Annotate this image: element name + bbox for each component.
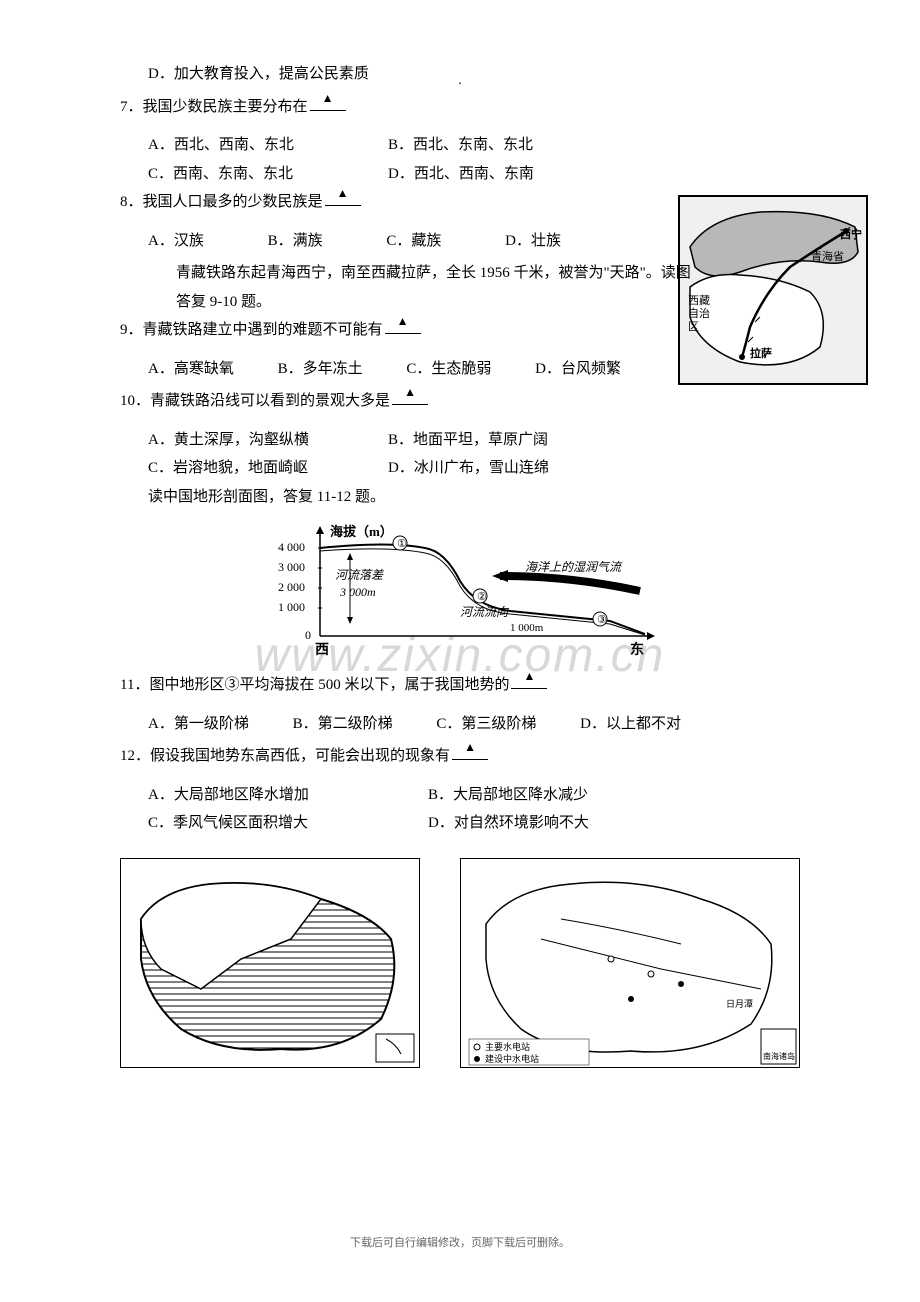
chart-flow: 河流流向 [460,605,509,619]
q10-blank [392,404,428,405]
ytick-1000: 1 000 [278,600,305,614]
q10-option-d: D．冰川广布，雪山连绵 [388,454,549,483]
q11-option-d: D．以上都不对 [580,716,681,732]
q8-stem: 8．我国人口最多的少数民族是 [120,188,800,217]
q12-option-b: B．大局部地区降水减少 [428,781,588,810]
terrain-chart: 海拔（m） 4 000 3 000 2 000 1 000 0 ① ② ③ 河流… [250,521,670,661]
q7-option-d: D．西北、西南、东南 [388,160,534,189]
q9-option-a: A．高寒缺氧 [148,361,234,377]
bottom-map-right: 南海诸岛 日月潭 主要水电站 建设中水电站 [460,858,800,1068]
q7-option-c: C．西南、东南、东北 [148,160,388,189]
passage-2: 读中国地形剖面图，答复 11-12 题。 [148,483,800,512]
chart-moist: 海洋上的湿润气流 [525,560,623,574]
chart-1000m: 1 000m [510,622,544,634]
chart-ylabel: 海拔（m） [330,524,393,539]
bottom-maps-row: 南海诸岛 日月潭 主要水电站 建设中水电站 [120,858,800,1068]
q12-stem-text: 12．假设我国地势东高西低，可能会出现的现象有 [120,748,450,764]
q8-option-d: D．壮族 [505,233,561,249]
xlabel-west: 西 [315,642,329,658]
map-label-qinghai: 青海省 [811,247,844,268]
chart-circ3: ③ [597,614,607,626]
q11-option-b: B．第二级阶梯 [293,716,393,732]
q8-stem-text: 8．我国人口最多的少数民族是 [120,194,323,210]
content-container: D．加大教育投入，提高公民素质 7．我国少数民族主要分布在 A．西北、西南、东北… [120,60,800,1068]
q12-option-d: D．对自然环境影响不大 [428,809,589,838]
q8-option-a: A．汉族 [148,233,204,249]
q11-option-a: A．第一级阶梯 [148,716,249,732]
q9-stem: 9．青藏铁路建立中遇到的难题不可能有 [120,316,800,345]
legend-1: 主要水电站 [485,1041,530,1052]
q8-blank [325,205,361,206]
chart-circ2: ② [477,591,487,603]
chart-drop: 河流落差 [335,568,384,582]
q8-option-b: B．满族 [268,233,323,249]
q11-blank [511,688,547,689]
q10-stem-text: 10．青藏铁路沿线可以看到的景观大多是 [120,393,390,409]
map-nanhai-label: 南海诸岛 [763,1051,795,1061]
q12-options-row2: C．季风气候区面积增大 D．对自然环境影响不大 [148,809,800,838]
q7-option-a: A．西北、西南、东北 [148,131,388,160]
q12-options-row1: A．大局部地区降水增加 B．大局部地区降水减少 [148,781,800,810]
q9-option-c: C．生态脆弱 [406,361,491,377]
passage-1: 青藏铁路东起青海西宁，南至西藏拉萨，全长 1956 千米，被誉为"天路"。读图答… [176,259,696,316]
q10-option-a: A．黄土深厚，沟壑纵横 [148,426,388,455]
q12-blank [452,759,488,760]
xlabel-east: 东 [630,641,644,658]
q10-options-row2: C．岩溶地貌，地面崎岖 D．冰川广布，雪山连绵 [148,454,800,483]
q7-options-row2: C．西南、东南、东北 D．西北、西南、东南 [148,160,800,189]
ytick-4000: 4 000 [278,540,305,554]
q8-options: A．汉族 B．满族 C．藏族 D．壮族 [148,227,800,256]
legend-2: 建设中水电站 [485,1053,539,1064]
q9-blank [385,333,421,334]
q10-option-b: B．地面平坦，草原广阔 [388,426,548,455]
q7-options-row1: A．西北、西南、东北 B．西北、东南、东北 [148,131,800,160]
q7-stem-text: 7．我国少数民族主要分布在 [120,99,308,115]
q11-options: A．第一级阶梯 B．第二级阶梯 C．第三级阶梯 D．以上都不对 [148,710,800,739]
q9-stem-text: 9．青藏铁路建立中遇到的难题不可能有 [120,322,383,338]
chart-circ1: ① [397,538,407,550]
q7-blank [310,110,346,111]
q6-option-d: D．加大教育投入，提高公民素质 [148,60,800,89]
ytick-2000: 2 000 [278,580,305,594]
q9-option-d: D．台风频繁 [535,361,621,377]
chart-drop-val: 3 000m [339,585,376,599]
map-riyuetan-label: 日月潭 [726,999,753,1009]
q12-stem: 12．假设我国地势东高西低，可能会出现的现象有 [120,742,800,771]
q11-stem: 11．图中地形区③平均海拔在 500 米以下，属于我国地势的 [120,671,800,700]
q11-option-c: C．第三级阶梯 [436,716,536,732]
footer-note: 下载后可自行编辑修改，页脚下载后可删除。 [350,1233,570,1254]
ytick-0: 0 [305,628,311,642]
q9-options: A．高寒缺氧 B．多年冻土 C．生态脆弱 D．台风频繁 [148,355,800,384]
terrain-svg: 海拔（m） 4 000 3 000 2 000 1 000 0 ① ② ③ 河流… [250,521,670,661]
q10-option-c: C．岩溶地貌，地面崎岖 [148,454,388,483]
map-label-xining: 西宁 [840,225,862,246]
q9-option-b: B．多年冻土 [278,361,363,377]
q10-stem: 10．青藏铁路沿线可以看到的景观大多是 [120,387,800,416]
q12-option-a: A．大局部地区降水增加 [148,781,428,810]
q11-stem-text: 11．图中地形区③平均海拔在 500 米以下，属于我国地势的 [120,677,509,693]
q7-stem: 7．我国少数民族主要分布在 [120,93,800,122]
q10-options-row1: A．黄土深厚，沟壑纵横 B．地面平坦，草原广阔 [148,426,800,455]
ytick-3000: 3 000 [278,560,305,574]
q12-option-c: C．季风气候区面积增大 [148,809,428,838]
q7-option-b: B．西北、东南、东北 [388,131,533,160]
bottom-map-left [120,858,420,1068]
q8-option-c: C．藏族 [386,233,441,249]
